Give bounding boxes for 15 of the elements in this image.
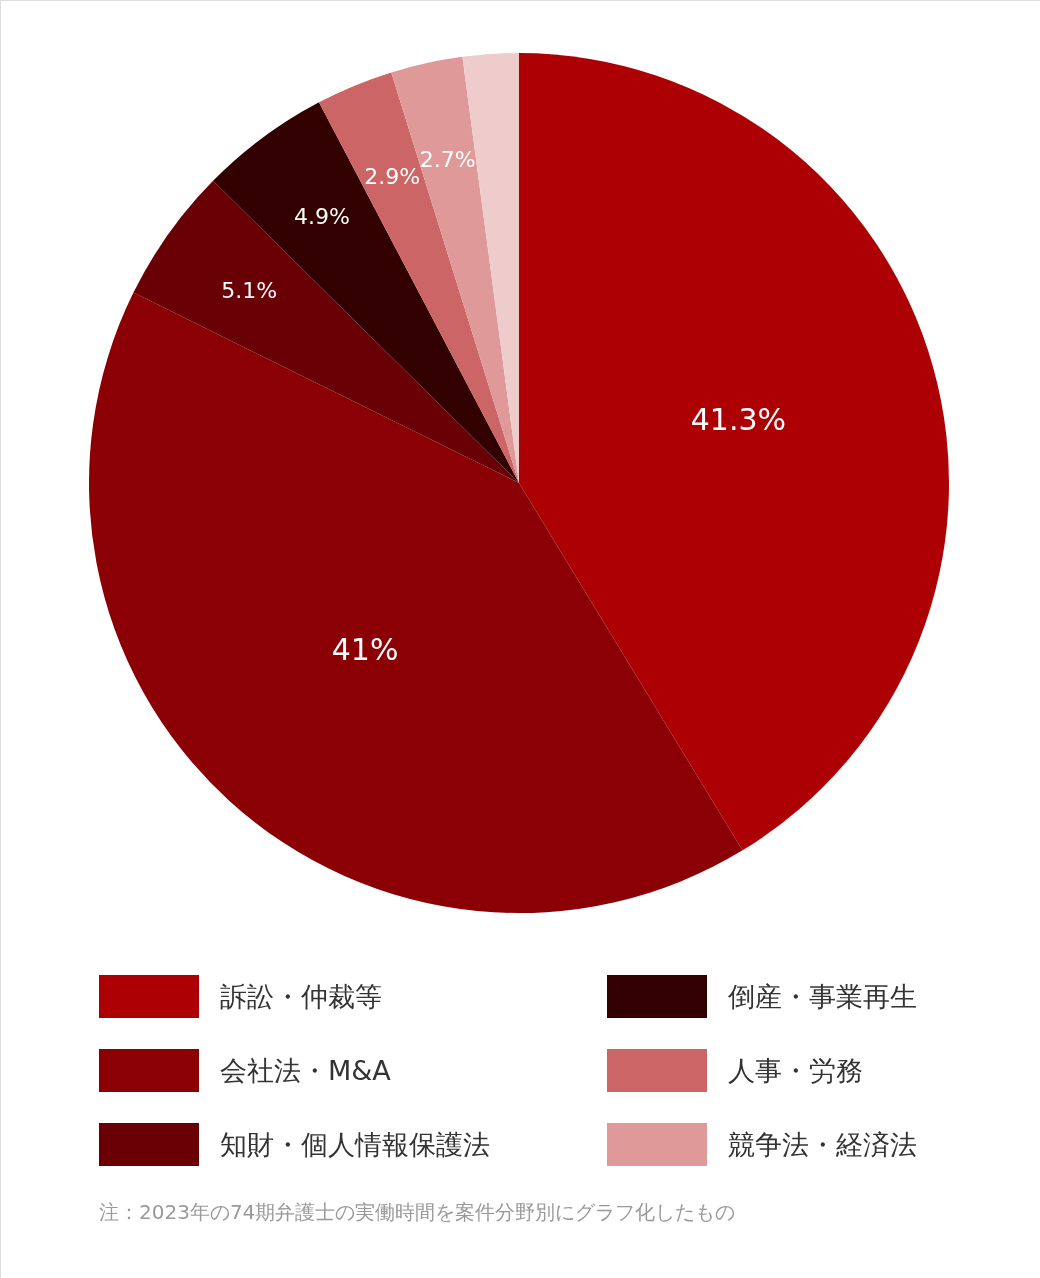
text: 注：2023年の74期弁護士の実働時間を案件分野別にグラフ化したもの <box>99 1200 736 1224</box>
legend-label: 会社法・M&A <box>220 1055 392 1086</box>
legend-label: 人事・労務 <box>728 1055 863 1086</box>
legend-label: 倒産・事業再生 <box>728 981 917 1012</box>
data-label: 41.3% <box>690 402 787 438</box>
legend-label: 知財・個人情報保護法 <box>220 1129 490 1160</box>
pie-slice <box>519 53 949 851</box>
legend-label: 訴訟・仲裁等 <box>220 981 382 1012</box>
data-label: 2.7% <box>419 146 476 172</box>
data-label: 41% <box>331 632 399 668</box>
data-label: 5.1% <box>221 277 278 303</box>
data-label: 2.9% <box>364 164 421 190</box>
data-label: 4.9% <box>293 203 350 229</box>
pie-slice <box>213 102 519 483</box>
legend-label: 競争法・経済法 <box>728 1129 917 1160</box>
